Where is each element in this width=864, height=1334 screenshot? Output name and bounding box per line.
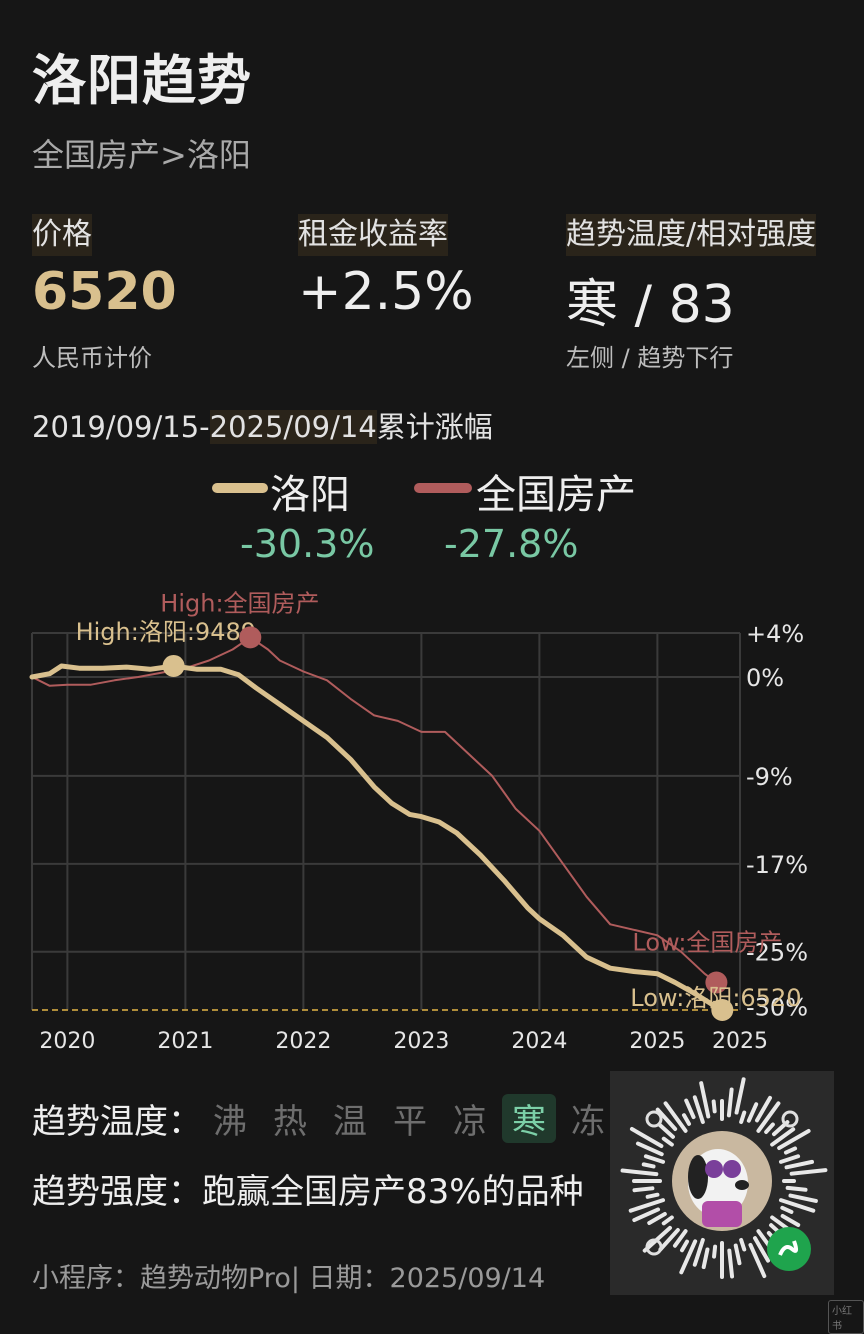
price-value: 6520 bbox=[32, 262, 177, 322]
annotation-marker-3 bbox=[711, 999, 734, 1021]
y-tick-label-4: -25% bbox=[746, 939, 808, 967]
footer-source: 小程序：趋势动物Pro| 日期：2025/09/14 bbox=[32, 1263, 546, 1294]
legend-name-national[interactable]: 全国房产 bbox=[476, 472, 636, 518]
y-tick-label-2: -9% bbox=[746, 763, 793, 791]
annotation-label-0: High:洛阳:9489 bbox=[76, 618, 256, 646]
trend-note: 左侧 / 趋势下行 bbox=[566, 344, 734, 372]
rent-yield-label: 租金收益率 bbox=[298, 214, 448, 256]
temperature-level-1: 热 bbox=[273, 1102, 307, 1142]
y-tick-label-0: +4% bbox=[746, 620, 804, 648]
price-currency-note: 人民币计价 bbox=[32, 344, 152, 372]
annotation-label-2: Low:全国房产 bbox=[632, 929, 782, 957]
annotation-label-3: Low:洛阳:6520 bbox=[630, 984, 801, 1012]
page-title: 洛阳趋势 bbox=[32, 49, 252, 112]
legend-change-luoyang: -30.3% bbox=[240, 522, 375, 566]
legend-swatch-luoyang bbox=[212, 483, 268, 493]
annotation-marker-0 bbox=[162, 654, 185, 677]
legend-swatch-national bbox=[414, 483, 472, 493]
range-suffix: 累计涨幅 bbox=[376, 410, 493, 444]
mini-program-qr-code[interactable] bbox=[610, 1071, 834, 1295]
watermark-badge: 小红书 bbox=[828, 1300, 864, 1334]
temperature-level-6: 冻 bbox=[571, 1102, 605, 1142]
y-tick-label-5: -30% bbox=[746, 994, 808, 1022]
annotation-marker-1 bbox=[239, 626, 262, 649]
trend-chart: +4% 0% -9% -17% -25% -30% 2020 2021 2022 2023 2024… bbox=[29, 589, 808, 1054]
temperature-levels: 沸热温平凉寒冻 bbox=[202, 1094, 620, 1143]
x-tick-label-0: 2020 bbox=[39, 1029, 95, 1054]
y-tick-label-1: 0% bbox=[746, 664, 784, 692]
y-tick-label-3: -17% bbox=[746, 851, 808, 879]
breadcrumb[interactable]: 全国房产>洛阳 bbox=[32, 136, 251, 174]
temperature-label: 趋势温度： bbox=[32, 1102, 202, 1142]
x-tick-label-3: 2023 bbox=[393, 1029, 449, 1054]
chart-grid bbox=[31, 632, 741, 1011]
series-line-0 bbox=[29, 663, 725, 1013]
price-label: 价格 bbox=[32, 214, 92, 256]
temperature-level-3: 平 bbox=[393, 1102, 427, 1142]
annotation-marker-2 bbox=[705, 971, 728, 994]
temperature-level-5: 寒 bbox=[502, 1094, 556, 1143]
range-end: 2025/09/14 bbox=[209, 410, 377, 444]
temperature-level-4: 凉 bbox=[453, 1102, 487, 1142]
trend-strength-row: 趋势强度：跑赢全国房产83%的品种 bbox=[32, 1164, 584, 1213]
rent-yield-value: +2.5% bbox=[298, 262, 474, 322]
legend-name-luoyang[interactable]: 洛阳 bbox=[270, 472, 350, 518]
series-line-1 bbox=[31, 636, 718, 984]
chart-ticks: +4% 0% -9% -17% -25% -30% 2020 2021 2022 2023 2024… bbox=[39, 620, 808, 1054]
x-tick-label-5: 2025 bbox=[629, 1029, 685, 1054]
date-range-caption: 2019/09/15-2025/09/14累计涨幅 bbox=[32, 404, 493, 446]
trend-label: 趋势温度/相对强度 bbox=[566, 214, 817, 256]
trend-value: 寒 / 83 bbox=[566, 275, 735, 335]
temperature-level-2: 温 bbox=[333, 1102, 367, 1142]
qr-code-icon bbox=[620, 1077, 828, 1279]
x-tick-label-1: 2021 bbox=[157, 1029, 213, 1054]
strength-text: 跑赢全国房产83%的品种 bbox=[202, 1172, 584, 1212]
legend-change-national: -27.8% bbox=[444, 522, 579, 566]
x-tick-label-4: 2024 bbox=[511, 1029, 567, 1054]
range-start: 2019/09/15- bbox=[32, 410, 210, 444]
temperature-level-0: 沸 bbox=[213, 1102, 247, 1142]
strength-label: 趋势强度： bbox=[32, 1172, 202, 1212]
x-tick-label-6: 2025 bbox=[712, 1029, 768, 1054]
annotation-label-1: High:全国房产 bbox=[160, 589, 319, 617]
x-tick-label-2: 2022 bbox=[275, 1029, 331, 1054]
chart-series bbox=[29, 636, 725, 1013]
trend-temperature-row: 趋势温度：沸热温平凉寒冻 bbox=[32, 1094, 620, 1143]
